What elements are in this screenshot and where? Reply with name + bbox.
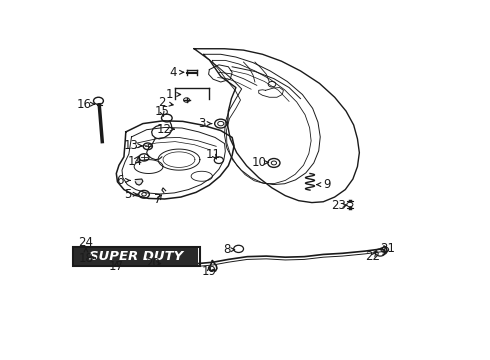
Bar [73,247,200,266]
Text: 22: 22 [365,250,380,263]
Polygon shape [135,179,143,185]
Text: 14: 14 [128,154,143,167]
Text: 19: 19 [202,265,217,278]
Text: 18: 18 [78,252,94,265]
Text: 1: 1 [166,88,173,101]
Text: 16: 16 [76,98,92,111]
Text: SUPER DUTY: SUPER DUTY [89,249,183,262]
Text: 11: 11 [206,148,220,161]
Text: 6: 6 [116,174,124,187]
Text: 13: 13 [124,139,139,152]
Text: 20: 20 [145,257,160,270]
Text: 17: 17 [109,260,124,273]
Text: 5: 5 [124,188,131,201]
Text: 2: 2 [158,96,166,109]
Text: 23: 23 [331,199,346,212]
Circle shape [347,202,353,207]
Text: 12: 12 [156,123,172,136]
Text: 4: 4 [170,66,177,79]
Text: 8: 8 [223,243,230,256]
Bar [74,248,198,265]
Text: 21: 21 [380,242,395,255]
Text: 9: 9 [323,178,331,191]
Text: 15: 15 [154,105,170,118]
Text: 7: 7 [154,193,162,206]
Text: 3: 3 [198,117,205,130]
Text: 10: 10 [251,156,266,169]
Text: 24: 24 [78,236,94,249]
